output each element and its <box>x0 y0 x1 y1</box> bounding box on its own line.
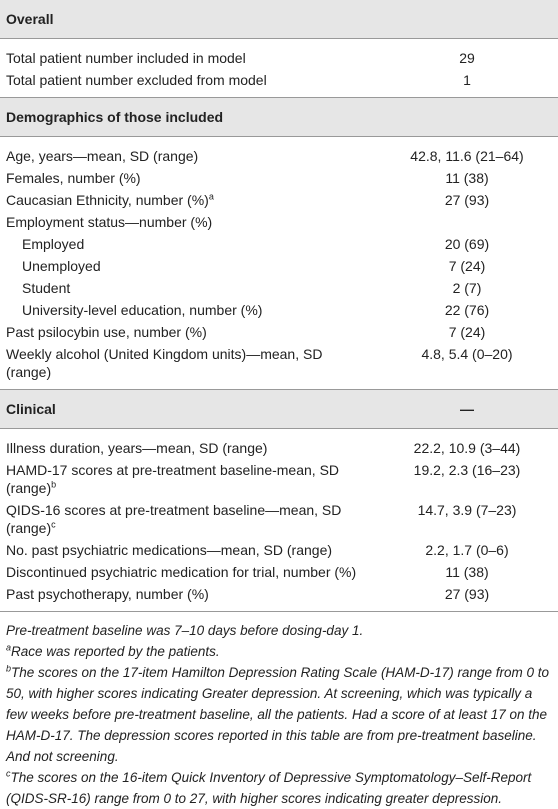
footnote-marker: a <box>6 642 12 653</box>
row-label: Age, years—mean, SD (range) <box>6 148 199 164</box>
footnote-text: The scores on the 17-item Hamilton Depre… <box>6 665 549 764</box>
row-label-cell: Past psychotherapy, number (%) <box>0 583 376 611</box>
row-label: QIDS-16 scores at pre-treatment baseline… <box>6 502 342 536</box>
section-value <box>376 0 558 39</box>
footnote-marker: b <box>6 663 12 674</box>
row-label: Caucasian Ethnicity, number (%) <box>6 192 209 208</box>
section-title: Overall <box>0 0 376 39</box>
row-value: 20 (69) <box>444 236 490 252</box>
table-row: No. past psychiatric medications—mean, S… <box>0 539 558 561</box>
row-label-cell: Unemployed <box>0 255 376 277</box>
row-label-cell: HAMD-17 scores at pre-treatment baseline… <box>0 459 376 499</box>
footnote-marker: b <box>51 479 57 490</box>
table-row: Employment status—number (%) <box>0 211 558 233</box>
table-row: QIDS-16 scores at pre-treatment baseline… <box>0 499 558 539</box>
footnote-marker: c <box>51 519 56 530</box>
section-header: Overall <box>0 0 558 39</box>
row-label-cell: No. past psychiatric medications—mean, S… <box>0 539 376 561</box>
footnote: bThe scores on the 17-item Hamilton Depr… <box>6 662 552 767</box>
table-row: Employed 20 (69) <box>0 233 558 255</box>
table-row: Females, number (%) 11 (38) <box>0 167 558 189</box>
row-label-cell: Illness duration, years—mean, SD (range) <box>0 429 376 460</box>
footnotes: Pre-treatment baseline was 7–10 days bef… <box>0 611 558 809</box>
row-label-cell: Weekly alcohol (United Kingdom units)—me… <box>0 343 376 390</box>
table-row: Past psilocybin use, number (%) 7 (24) <box>0 321 558 343</box>
footnote-text: Pre-treatment baseline was 7–10 days bef… <box>6 623 364 638</box>
section-value: — <box>376 389 558 429</box>
section-title: Demographics of those included <box>0 97 376 137</box>
row-value: 2 (7) <box>452 280 482 296</box>
row-label-cell: University-level education, number (%) <box>0 299 376 321</box>
table-row: Age, years—mean, SD (range) 42.8, 11.6 (2… <box>0 137 558 168</box>
row-value: 22 (76) <box>444 302 490 318</box>
footnote: aRace was reported by the patients. <box>6 641 552 662</box>
row-value: 27 (93) <box>444 192 490 208</box>
row-value: 11 (38) <box>445 170 489 186</box>
footnote-marker: c <box>6 768 11 779</box>
row-label: Females, number (%) <box>6 170 141 186</box>
row-value: 27 (93) <box>444 586 490 602</box>
row-label: Total patient number included in model <box>6 50 246 66</box>
table-row: Total patient number included in model 29 <box>0 39 558 70</box>
row-value: 1 <box>463 72 471 88</box>
row-label: No. past psychiatric medications—mean, S… <box>6 542 333 558</box>
row-label-cell: Age, years—mean, SD (range) <box>0 137 376 168</box>
table-row: Student 2 (7) <box>0 277 558 299</box>
row-label-cell: QIDS-16 scores at pre-treatment baseline… <box>0 499 376 539</box>
row-label-cell: Total patient number excluded from model <box>0 69 376 98</box>
row-label-cell: Employment status—number (%) <box>0 211 376 233</box>
row-label-cell: Student <box>0 277 376 299</box>
row-value: 4.8, 5.4 (0–20) <box>421 346 513 362</box>
row-label-cell: Past psilocybin use, number (%) <box>0 321 376 343</box>
footnote: cThe scores on the 16-item Quick Invento… <box>6 767 552 809</box>
table-row: Total patient number excluded from model… <box>0 69 558 98</box>
footnote-marker: a <box>208 191 214 202</box>
row-value <box>376 211 558 233</box>
table-row: Caucasian Ethnicity, number (%)a 27 (93) <box>0 189 558 211</box>
section-header: Demographics of those included <box>0 97 558 137</box>
row-label: Discontinued psychiatric medication for … <box>6 564 357 580</box>
row-label: University-level education, number (%) <box>22 302 263 318</box>
section-value <box>376 97 558 137</box>
section-title: Clinical <box>0 389 376 429</box>
row-label-cell: Caucasian Ethnicity, number (%)a <box>0 189 376 211</box>
section-header: Clinical — <box>0 389 558 429</box>
row-label: Employment status—number (%) <box>6 214 213 230</box>
row-label: Unemployed <box>22 258 101 274</box>
row-label: Total patient number excluded from model <box>6 72 267 88</box>
footnote-text: Race was reported by the patients. <box>11 644 220 659</box>
row-value: 2.2, 1.7 (0–6) <box>425 542 509 558</box>
table-row: Illness duration, years—mean, SD (range)… <box>0 429 558 460</box>
table-row: Discontinued psychiatric medication for … <box>0 561 558 583</box>
row-label: HAMD-17 scores at pre-treatment baseline… <box>6 462 340 496</box>
row-label: Weekly alcohol (United Kingdom units)—me… <box>6 346 323 380</box>
table-row: HAMD-17 scores at pre-treatment baseline… <box>0 459 558 499</box>
row-value: 7 (24) <box>448 324 486 340</box>
row-label: Past psychotherapy, number (%) <box>6 586 209 602</box>
table-row: Past psychotherapy, number (%) 27 (93) <box>0 583 558 611</box>
row-value: 22.2, 10.9 (3–44) <box>413 440 521 456</box>
row-value: 42.8, 11.6 (21–64) <box>410 148 524 164</box>
row-label: Employed <box>22 236 85 252</box>
table-body: Overall Total patient number included in … <box>0 0 558 611</box>
row-label: Past psilocybin use, number (%) <box>6 324 207 340</box>
footnote: Pre-treatment baseline was 7–10 days bef… <box>6 620 552 641</box>
table: Overall Total patient number included in … <box>0 0 558 611</box>
row-value: 14.7, 3.9 (7–23) <box>417 502 517 518</box>
table-row: Weekly alcohol (United Kingdom units)—me… <box>0 343 558 390</box>
row-value: 19.2, 2.3 (16–23) <box>413 462 521 478</box>
row-label-cell: Females, number (%) <box>0 167 376 189</box>
table-row: University-level education, number (%) 22… <box>0 299 558 321</box>
row-value: 11 (38) <box>445 564 489 580</box>
row-value: 7 (24) <box>448 258 486 274</box>
table-row: Unemployed 7 (24) <box>0 255 558 277</box>
row-label: Illness duration, years—mean, SD (range) <box>6 440 268 456</box>
row-label-cell: Employed <box>0 233 376 255</box>
row-label: Student <box>22 280 71 296</box>
row-value: 29 <box>459 50 475 66</box>
row-label-cell: Discontinued psychiatric medication for … <box>0 561 376 583</box>
footnote-text: The scores on the 16-item Quick Inventor… <box>6 770 532 806</box>
row-label-cell: Total patient number included in model <box>0 39 376 70</box>
